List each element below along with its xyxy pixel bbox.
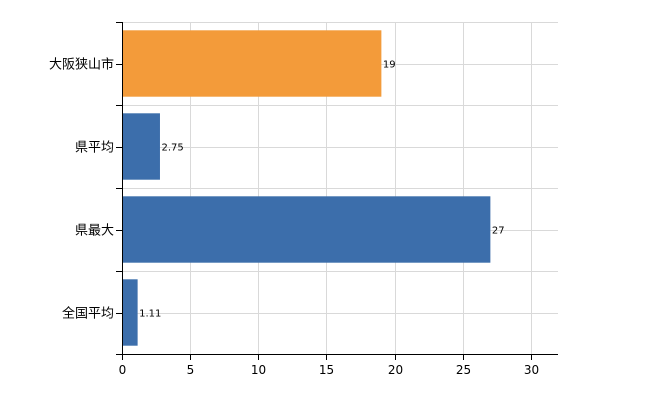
bar-layer bbox=[122, 30, 491, 346]
axis-layer bbox=[116, 22, 558, 360]
x-tick-label-6: 30 bbox=[524, 363, 539, 377]
data-label-2: 27 bbox=[492, 226, 505, 237]
x-tick-label-0: 0 bbox=[119, 363, 127, 377]
bar-1 bbox=[122, 113, 160, 180]
x-tick-label-4: 20 bbox=[388, 363, 403, 377]
x-tick-label-3: 15 bbox=[319, 363, 334, 377]
x-tick-label-2: 10 bbox=[251, 363, 266, 377]
data-label-3: 1.11 bbox=[139, 309, 161, 320]
data-label-0: 19 bbox=[383, 60, 396, 71]
data-label-1: 2.75 bbox=[161, 143, 183, 154]
bar-2 bbox=[122, 196, 491, 263]
y-tick-label-0: 大阪狭山市 bbox=[49, 57, 114, 73]
y-tick-label-1: 県平均 bbox=[75, 141, 114, 156]
y-tick-label-2: 県最大 bbox=[75, 224, 114, 239]
y-tick-label-3: 全国平均 bbox=[62, 306, 114, 322]
x-tick-label-5: 25 bbox=[456, 363, 471, 377]
bar-3 bbox=[122, 279, 138, 346]
bar-0 bbox=[122, 30, 382, 97]
x-tick-label-1: 5 bbox=[187, 363, 195, 377]
